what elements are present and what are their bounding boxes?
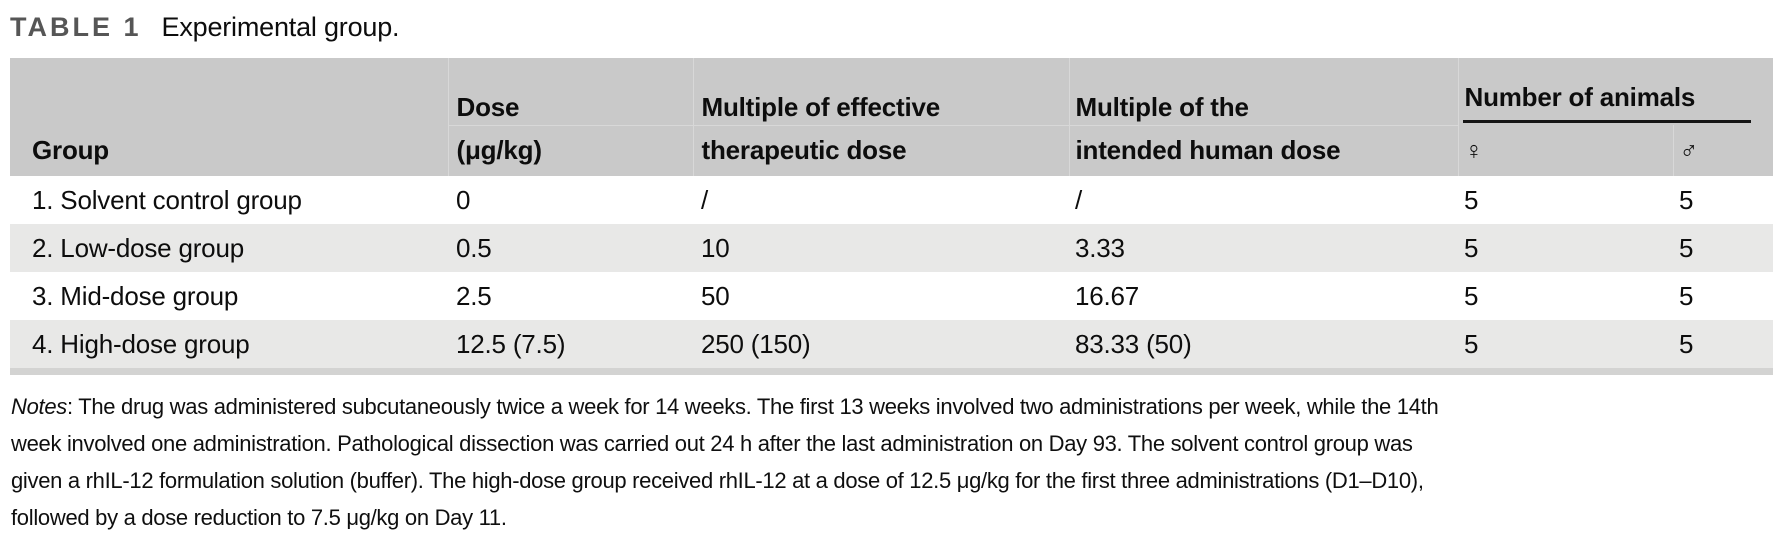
cell-human-multiple: / (1075, 184, 1083, 215)
female-symbol-header: ♀ (1457, 125, 1673, 176)
table-notes: Notes: The drug was administered subcuta… (11, 388, 1772, 536)
col-header-dose-line1: Dose (447, 58, 693, 126)
notes-label: Notes (11, 394, 67, 419)
cell-female-count: 5 (1464, 184, 1479, 215)
cell-effective-multiple: 250 (150) (701, 328, 811, 359)
col-header-dose-line2: (μg/kg) (447, 125, 693, 176)
cell-effective-multiple: 50 (701, 280, 730, 311)
col-header-effective-line1: Multiple of effective (692, 58, 1069, 126)
cell-male-count: 5 (1679, 280, 1694, 311)
cell-human-multiple: 3.33 (1075, 232, 1125, 263)
notes-line: given a rhIL-12 formulation solution (bu… (11, 468, 1424, 493)
col-header-effective-line2: therapeutic dose (692, 125, 1069, 176)
table-body: 1. Solvent control group 0 / / 5 5 2. Lo… (10, 176, 1773, 368)
table-caption-line: TABLE 1 Experimental group. (10, 12, 1772, 46)
col-header-group: Group (10, 58, 448, 176)
notes-text: : The drug was administered subcutaneous… (66, 394, 1439, 419)
table-header: Group Dose Multiple of effective Multipl… (10, 58, 1773, 176)
cell-dose: 12.5 (7.5) (456, 328, 566, 359)
male-symbol-header: ♂ (1672, 125, 1773, 176)
cell-female-count: 5 (1464, 328, 1479, 359)
table-number-label: TABLE 1 (10, 12, 142, 42)
cell-male-count: 5 (1679, 328, 1694, 359)
cell-dose: 0 (456, 184, 471, 215)
cell-human-multiple: 16.67 (1075, 280, 1140, 311)
cell-dose: 0.5 (456, 232, 492, 263)
number-of-animals-rule: Number of animals (1462, 82, 1751, 123)
col-header-human-line2: intended human dose (1068, 125, 1458, 176)
table-caption-text: Experimental group. (161, 12, 400, 42)
cell-male-count: 5 (1679, 232, 1694, 263)
cell-group: 2. Low-dose group (32, 232, 244, 263)
cell-group: 4. High-dose group (32, 328, 250, 359)
header-row-bottom: (μg/kg) therapeutic dose intended human … (10, 125, 1773, 176)
cell-effective-multiple: / (701, 184, 709, 215)
table-row: 2. Low-dose group 0.5 10 3.33 5 5 (10, 224, 1773, 272)
table-row: 1. Solvent control group 0 / / 5 5 (10, 176, 1773, 224)
notes-line: Notes: The drug was administered subcuta… (11, 388, 1772, 425)
cell-human-multiple: 83.33 (50) (1075, 328, 1192, 359)
number-of-animals-label: Number of animals (1464, 82, 1696, 112)
header-row-top: Group Dose Multiple of effective Multipl… (10, 58, 1773, 176)
cell-group: 1. Solvent control group (32, 184, 302, 215)
col-header-number-of-animals: Number of animals (1457, 58, 1773, 125)
table-row: 4. High-dose group 12.5 (7.5) 250 (150) … (10, 320, 1773, 368)
cell-female-count: 5 (1464, 232, 1479, 263)
cell-female-count: 5 (1464, 280, 1479, 311)
cell-male-count: 5 (1679, 184, 1694, 215)
experimental-group-table: Group Dose Multiple of effective Multipl… (10, 58, 1773, 368)
cell-dose: 2.5 (456, 280, 492, 311)
cell-effective-multiple: 10 (701, 232, 730, 263)
notes-line: week involved one administration. Pathol… (11, 431, 1413, 456)
table-row: 3. Mid-dose group 2.5 50 16.67 5 5 (10, 272, 1773, 320)
cell-group: 3. Mid-dose group (32, 280, 239, 311)
notes-line: followed by a dose reduction to 7.5 μg/k… (11, 505, 507, 530)
col-header-human-line1: Multiple of the (1068, 58, 1458, 126)
table-bottom-rule (10, 368, 1773, 375)
